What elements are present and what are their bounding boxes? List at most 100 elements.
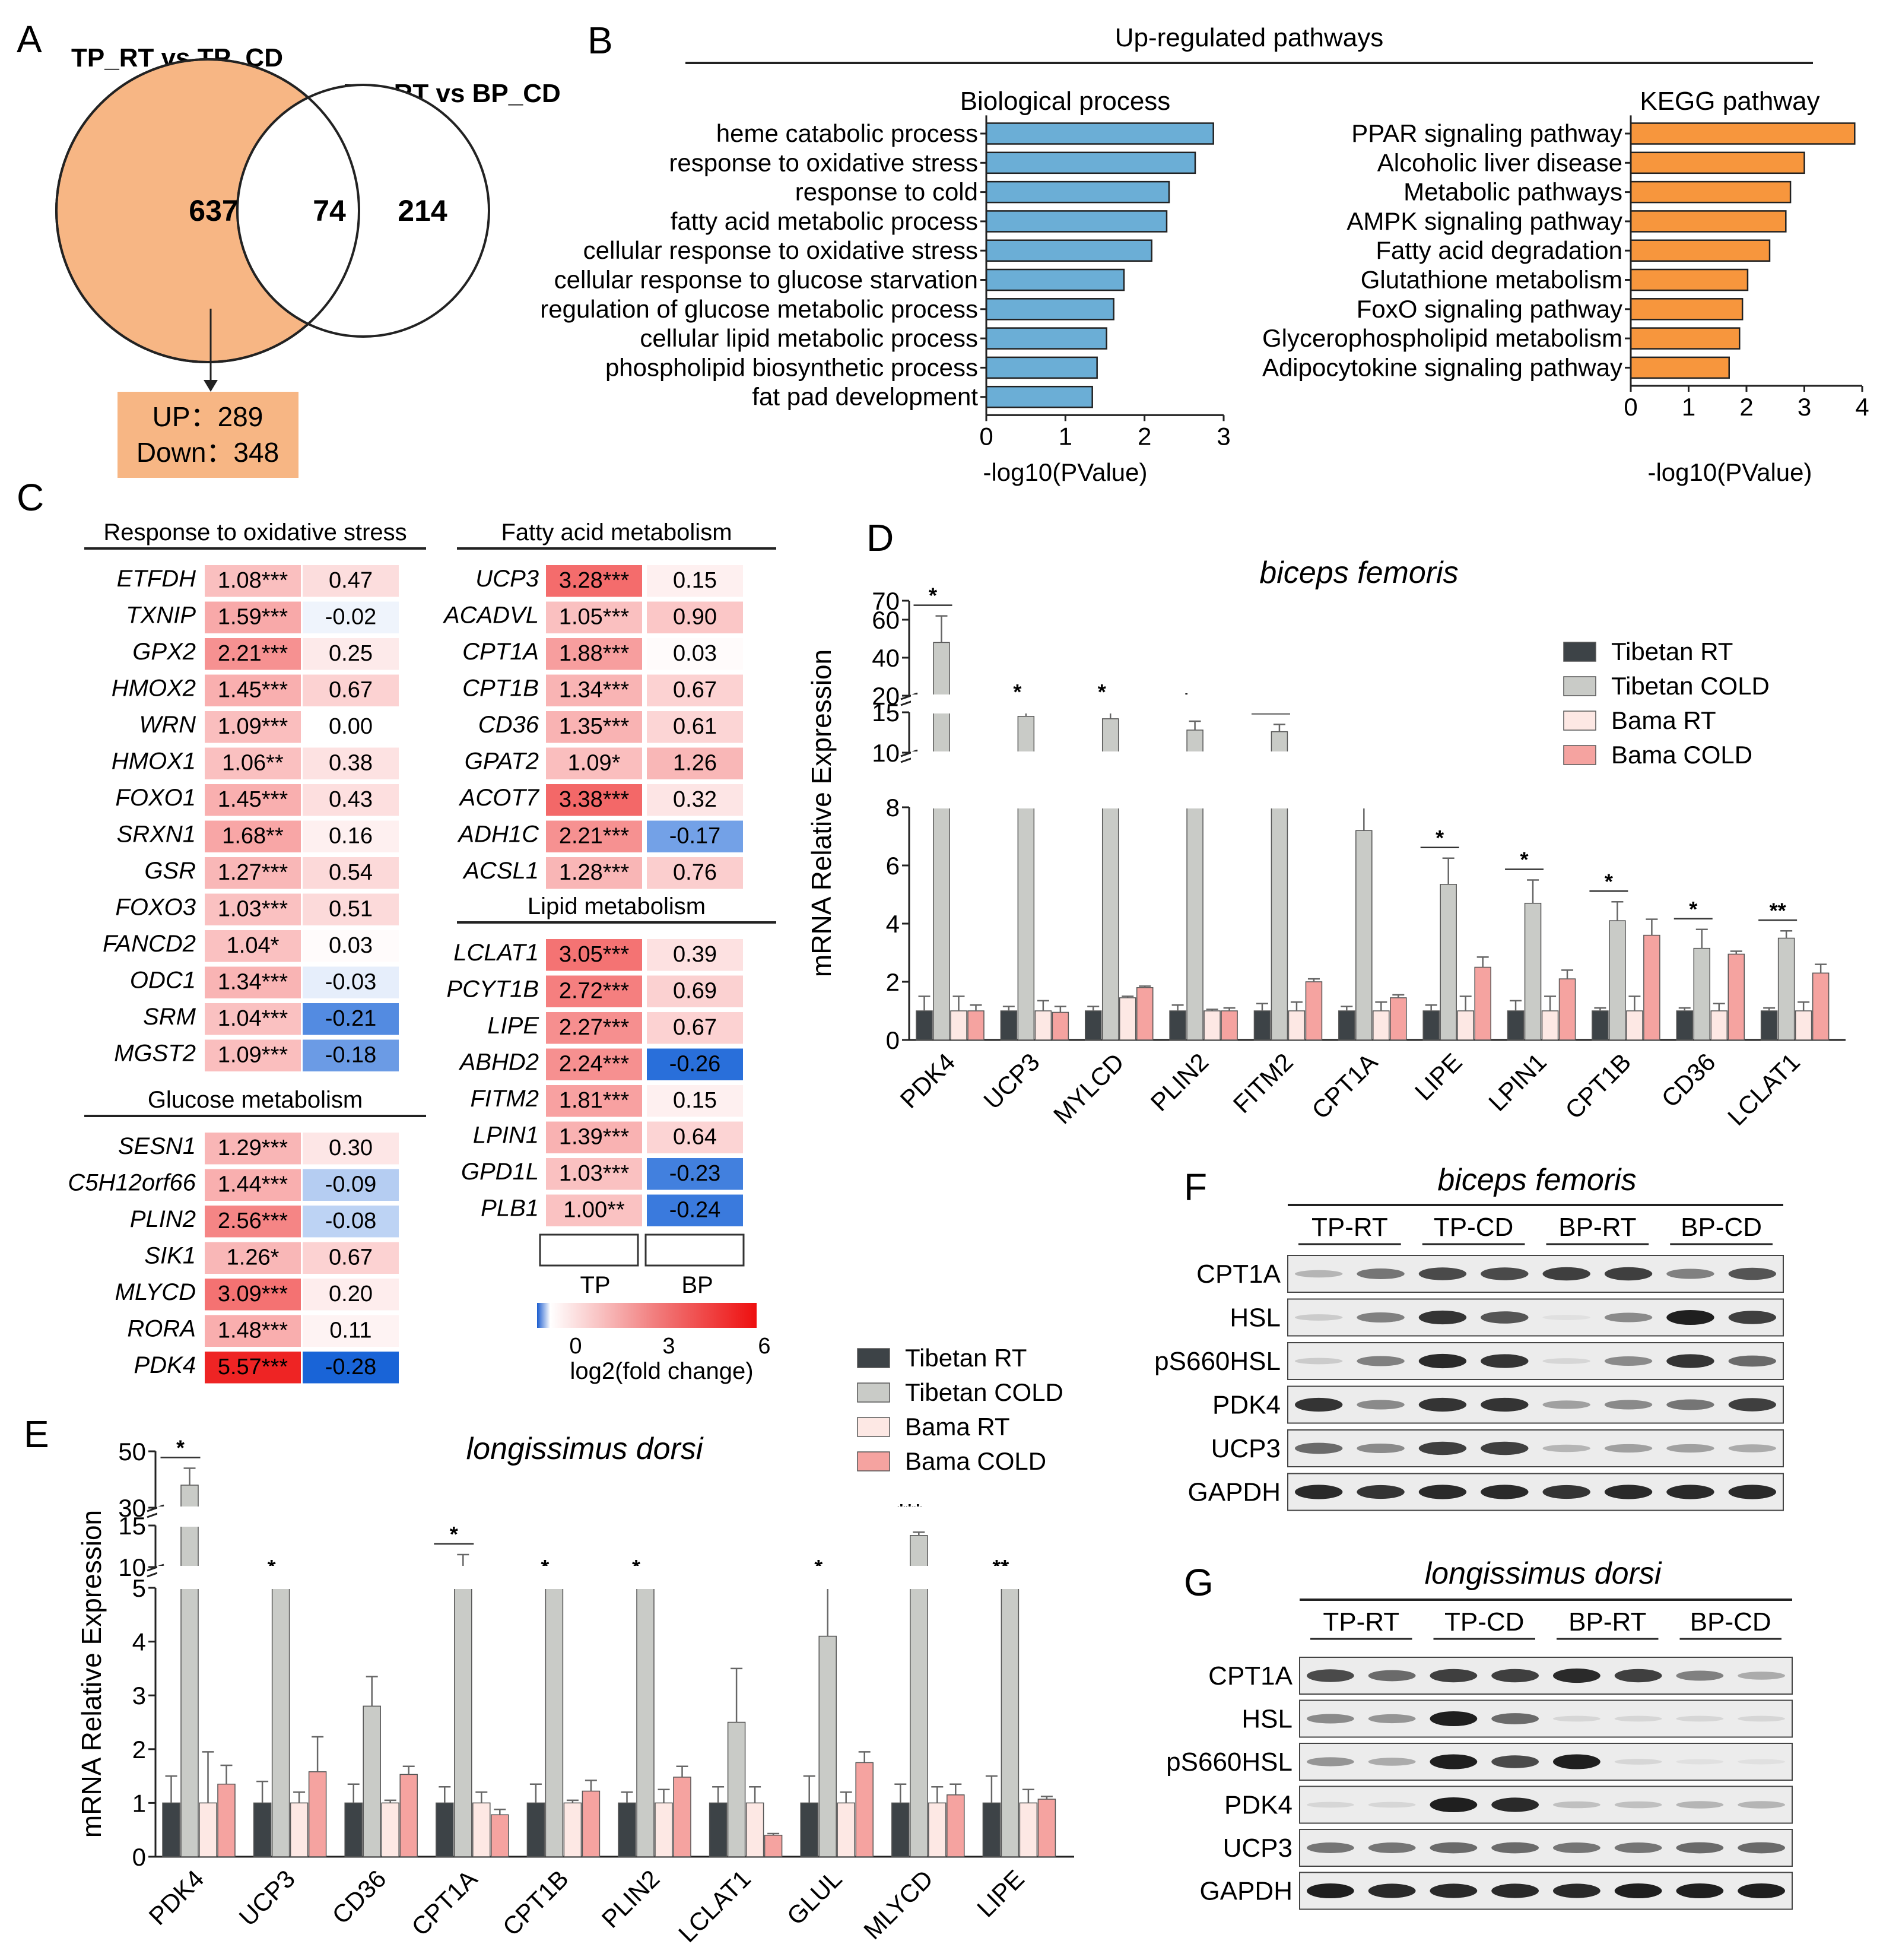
x-category-label: UCP3 <box>234 1864 300 1931</box>
blot-band <box>1295 1314 1343 1321</box>
blot-band <box>1666 1399 1714 1410</box>
pathway-bar <box>985 239 1152 262</box>
x-tick-label: 4 <box>1855 393 1869 421</box>
blot-band <box>1553 1842 1600 1853</box>
blot-group-label: BP-RT <box>1568 1607 1646 1636</box>
bp-column-label: BP <box>681 1272 713 1298</box>
blot-band <box>1307 1842 1354 1853</box>
bp-fold-change: -0.08 <box>325 1209 377 1233</box>
x-category-label: MLYCD <box>858 1864 938 1945</box>
blot-band <box>1418 1353 1467 1369</box>
blot-group-label: TP-CD <box>1434 1213 1513 1242</box>
axis-break-mark <box>147 1563 164 1572</box>
y-tick-label: 10 <box>118 1553 146 1581</box>
y-tick-label: 10 <box>872 739 900 767</box>
panel-c: C Response to oxidative stress ETFDH 1.08*… <box>17 476 776 1384</box>
pathway-label: AMPK signaling pathway <box>1347 207 1622 235</box>
blot-band <box>1368 1714 1416 1724</box>
tp-fold-change: 1.45*** <box>218 787 288 812</box>
bp-fold-change: 0.00 <box>329 714 373 739</box>
bp-heat-cell <box>647 1012 743 1044</box>
pathway-bar <box>985 356 1098 379</box>
gene-label: ODC1 <box>130 968 196 994</box>
tp-fold-change: 1.09*** <box>218 714 288 739</box>
kegg-x-axis-label: -log10(PValue) <box>1647 458 1812 486</box>
tp-heat-cell <box>205 893 301 925</box>
tp-column-key-box <box>539 1233 639 1267</box>
bp-heat-cell <box>303 638 399 670</box>
tp-heat-cell <box>546 784 642 816</box>
expression-bar <box>1288 1010 1306 1041</box>
tp-heat-cell <box>205 638 301 670</box>
tp-heat-cell <box>546 975 642 1007</box>
expression-bar <box>673 1777 691 1857</box>
pathway-label: FoxO signaling pathway <box>1357 295 1622 323</box>
panel-g: G longissimus dorsi TP-RT TP-CD BP-RT BP-CD… <box>1166 1556 1793 1910</box>
expression-bar <box>454 1566 472 1857</box>
tp-heat-cell <box>546 601 642 633</box>
gene-label: GPD1L <box>461 1159 539 1185</box>
expression-bar <box>636 1587 655 1857</box>
colorbar-label: log2(fold change) <box>570 1358 753 1384</box>
gene-label: ACOT7 <box>459 785 540 811</box>
expression-bar <box>891 1802 910 1857</box>
pathway-bar <box>985 122 1214 145</box>
tp-fold-change: 1.88*** <box>559 641 630 666</box>
tp-fold-change: 1.04* <box>227 933 280 958</box>
tp-fold-change: 2.21*** <box>559 824 630 849</box>
expression-bar <box>1760 1010 1778 1041</box>
significance-marker: * <box>176 1436 185 1460</box>
panel-f-letter: F <box>1184 1166 1207 1209</box>
bp-heat-cell <box>303 601 399 633</box>
expression-bar <box>1052 1011 1069 1041</box>
blot-band <box>1368 1842 1416 1853</box>
blot-band <box>1357 1485 1405 1499</box>
bp-fold-change: 0.47 <box>329 568 373 593</box>
gene-label: ACSL1 <box>462 858 539 884</box>
tp-fold-change: 3.38*** <box>559 787 630 812</box>
blot-group-label: BP-CD <box>1681 1213 1762 1242</box>
x-category-label: UCP3 <box>978 1048 1044 1114</box>
x-tick-label: 0 <box>979 422 993 450</box>
y-tick-label: 6 <box>886 852 900 880</box>
bp-fold-change: -0.21 <box>325 1006 377 1031</box>
blot-band <box>1614 1759 1662 1765</box>
gene-label: PDK4 <box>134 1352 196 1378</box>
x-category-label: LCLAT1 <box>1722 1048 1805 1131</box>
x-category-label: CPT1B <box>497 1864 574 1941</box>
bp-fold-change: 0.38 <box>329 751 373 776</box>
blot-band <box>1553 1668 1600 1683</box>
bp-heat-cell <box>303 857 399 889</box>
chart-d-title: biceps femoris <box>1259 556 1458 590</box>
pathway-bar <box>985 151 1196 175</box>
blot-band <box>1368 1883 1416 1898</box>
bp-fold-change: 1.26 <box>673 751 717 776</box>
blot-band <box>1553 1715 1600 1722</box>
bp-fold-change: 0.15 <box>673 568 717 593</box>
legend-label: Tibetan COLD <box>1611 672 1770 700</box>
blot-group-label: BP-RT <box>1558 1213 1636 1242</box>
bp-fold-change: 0.11 <box>329 1318 371 1343</box>
tp-fold-change: 1.39*** <box>559 1125 630 1150</box>
y-tick-label: 30 <box>118 1494 146 1522</box>
tp-fold-change: 3.05*** <box>559 942 630 967</box>
blot-band <box>1553 1883 1600 1898</box>
pathway-label: phospholipid biosynthetic process <box>605 353 978 381</box>
panel-e: E longissimus dorsi mRNA Relative Expres… <box>24 1344 1074 1948</box>
chart-e-bars: 01234510153050*PDK4*UCP3CD36*CPT1A*CPT1B… <box>118 1436 1074 1948</box>
expression-bar <box>1507 1010 1525 1041</box>
expression-bar <box>1000 1010 1018 1041</box>
gene-label: GSR <box>144 858 196 884</box>
blot-band <box>1614 1842 1662 1853</box>
gene-label: UCP3 <box>475 566 539 592</box>
bp-heat-cell <box>647 1048 743 1080</box>
expression-bar <box>1119 997 1136 1041</box>
gene-label: PLIN2 <box>130 1206 196 1232</box>
y-tick-label: 0 <box>132 1843 146 1871</box>
blot-band <box>1418 1441 1467 1455</box>
expression-bar <box>491 1814 509 1857</box>
tp-fold-change: 1.29*** <box>218 1136 288 1160</box>
gene-label: TXNIP <box>126 602 196 629</box>
expression-bar <box>855 1762 874 1857</box>
blot-band <box>1542 1267 1590 1281</box>
